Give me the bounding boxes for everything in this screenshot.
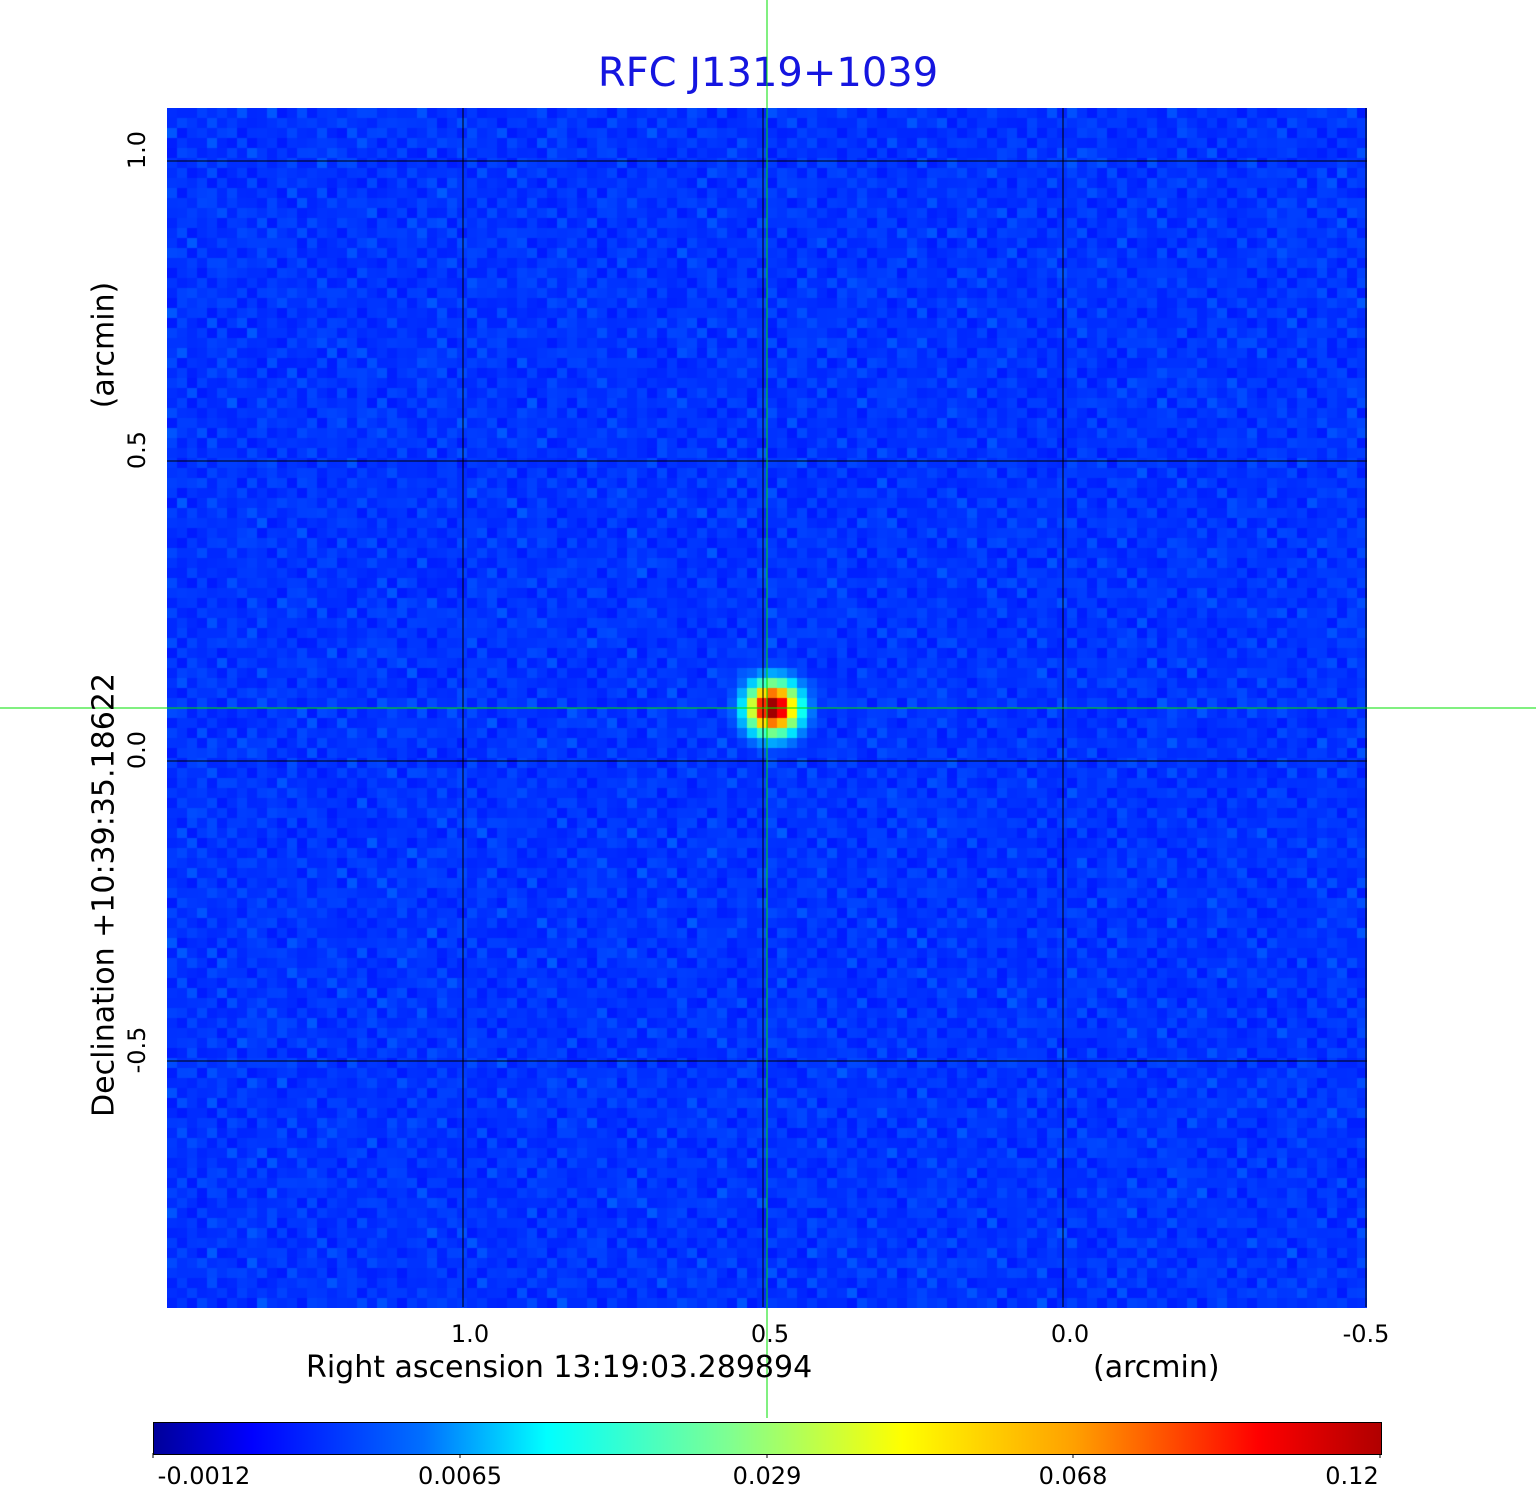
colorbar	[153, 1422, 1382, 1455]
x-tick-label: 1.0	[450, 1320, 490, 1348]
x-axis-unit: (arcmin)	[1093, 1350, 1220, 1385]
colorbar-tick-label: 0.068	[1038, 1462, 1108, 1490]
colorbar-tick-label: 0.12	[1325, 1462, 1379, 1490]
y-tick-label: 0.0	[123, 730, 151, 770]
colorbar-tick-label: -0.0012	[157, 1462, 251, 1490]
x-tick-label: 0.0	[1050, 1320, 1090, 1348]
x-axis-label: Right ascension 13:19:03.289894	[306, 1350, 813, 1385]
colorbar-tick-label: 0.0065	[418, 1462, 502, 1490]
y-axis-label: Declination +10:39:35.18622	[86, 673, 122, 1117]
y-tick-label: -0.5	[123, 1026, 151, 1074]
x-tick-label: -0.5	[1342, 1320, 1390, 1348]
colorbar-tick-label: 0.029	[732, 1462, 802, 1490]
chart-title: RFC J1319+1039	[597, 50, 939, 96]
y-tick-label: 1.0	[123, 130, 151, 170]
y-tick-label: 0.5	[123, 430, 151, 470]
y-axis-unit: (arcmin)	[86, 281, 122, 409]
x-tick-label: 0.5	[750, 1320, 790, 1348]
